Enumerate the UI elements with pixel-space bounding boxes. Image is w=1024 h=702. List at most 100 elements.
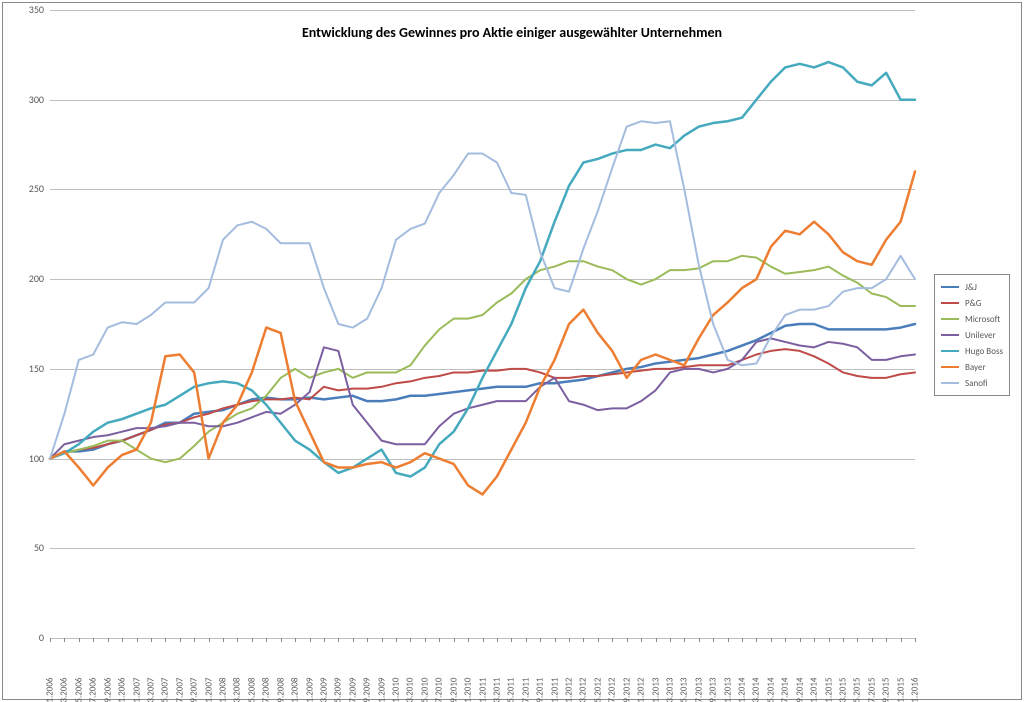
x-tick-label: 01.03.2008 bbox=[232, 678, 243, 702]
series-line bbox=[50, 256, 915, 462]
x-tick-label: 01.05.2006 bbox=[73, 678, 84, 702]
legend-item: Unilever bbox=[941, 327, 1003, 343]
x-tick-label: 01.09.2010 bbox=[448, 678, 459, 702]
x-tick-label: 01.01.2010 bbox=[391, 678, 402, 702]
y-tick-label: 0 bbox=[0, 631, 44, 644]
x-tick-mark bbox=[656, 638, 657, 642]
x-tick-mark bbox=[829, 638, 830, 642]
x-tick-label: 01.07.2006 bbox=[88, 678, 99, 702]
x-tick-mark bbox=[324, 638, 325, 642]
x-tick-label: 01.07.2009 bbox=[347, 678, 358, 702]
x-tick-mark bbox=[252, 638, 253, 642]
line-layer bbox=[0, 0, 1024, 702]
x-tick-label: 01.09.2011 bbox=[535, 678, 546, 702]
legend-item: P&G bbox=[941, 295, 1003, 311]
x-tick-label: 01.03.2012 bbox=[578, 678, 589, 702]
x-tick-label: 01.05.2013 bbox=[679, 678, 690, 702]
x-tick-mark bbox=[670, 638, 671, 642]
x-tick-mark bbox=[425, 638, 426, 642]
x-tick-mark bbox=[511, 638, 512, 642]
legend-item: Hugo Boss bbox=[941, 343, 1003, 359]
legend-swatch bbox=[941, 318, 959, 320]
x-tick-mark bbox=[785, 638, 786, 642]
x-tick-label: 01.09.2014 bbox=[794, 678, 805, 702]
x-tick-label: 01.07.2012 bbox=[607, 678, 618, 702]
x-tick-label: 01.09.2006 bbox=[102, 678, 113, 702]
x-tick-label: 01.09.2012 bbox=[621, 678, 632, 702]
x-tick-mark bbox=[583, 638, 584, 642]
x-tick-mark bbox=[295, 638, 296, 642]
x-tick-mark bbox=[915, 638, 916, 642]
legend-label: J&J bbox=[965, 282, 977, 293]
legend-swatch bbox=[941, 302, 959, 304]
series-line bbox=[50, 171, 915, 494]
x-tick-mark bbox=[209, 638, 210, 642]
y-tick-label: 150 bbox=[0, 362, 44, 375]
x-tick-label: 01.03.2006 bbox=[59, 678, 70, 702]
x-tick-mark bbox=[194, 638, 195, 642]
x-tick-mark bbox=[771, 638, 772, 642]
x-tick-label: 01.05.2008 bbox=[246, 678, 257, 702]
y-tick-label: 50 bbox=[0, 541, 44, 554]
x-tick-mark bbox=[382, 638, 383, 642]
x-tick-label: 01.03.2014 bbox=[751, 678, 762, 702]
x-tick-mark bbox=[180, 638, 181, 642]
x-tick-label: 01.01.2009 bbox=[304, 678, 315, 702]
x-tick-mark bbox=[410, 638, 411, 642]
x-tick-label: 01.03.2010 bbox=[405, 678, 416, 702]
x-tick-mark bbox=[598, 638, 599, 642]
y-tick-label: 100 bbox=[0, 452, 44, 465]
series-line bbox=[50, 121, 915, 458]
x-tick-label: 01.07.2011 bbox=[520, 678, 531, 702]
x-tick-label: 01.01.2013 bbox=[650, 678, 661, 702]
x-tick-label: 01.05.2010 bbox=[419, 678, 430, 702]
x-tick-label: 01.09.2008 bbox=[275, 678, 286, 702]
legend-swatch bbox=[941, 366, 959, 369]
x-tick-label: 01.11.2010 bbox=[463, 678, 474, 702]
legend-label: P&G bbox=[965, 298, 981, 309]
x-tick-label: 01.09.2007 bbox=[189, 678, 200, 702]
x-tick-label: 01.01.2014 bbox=[737, 678, 748, 702]
x-tick-mark bbox=[151, 638, 152, 642]
x-tick-mark bbox=[728, 638, 729, 642]
x-tick-mark bbox=[540, 638, 541, 642]
x-tick-label: 01.11.2008 bbox=[290, 678, 301, 702]
x-tick-label: 01.07.2014 bbox=[780, 678, 791, 702]
legend-item: Bayer bbox=[941, 359, 1003, 375]
x-tick-mark bbox=[237, 638, 238, 642]
x-tick-mark bbox=[497, 638, 498, 642]
x-tick-mark bbox=[338, 638, 339, 642]
series-line bbox=[50, 324, 915, 459]
x-tick-mark bbox=[526, 638, 527, 642]
series-line bbox=[50, 62, 915, 476]
legend-swatch bbox=[941, 334, 959, 336]
x-tick-label: 01.01.2007 bbox=[131, 678, 142, 702]
x-tick-label: 01.01.2011 bbox=[477, 678, 488, 702]
x-tick-mark bbox=[684, 638, 685, 642]
x-tick-mark bbox=[310, 638, 311, 642]
y-tick-label: 350 bbox=[0, 3, 44, 16]
x-tick-mark bbox=[901, 638, 902, 642]
x-tick-label: 01.09.2009 bbox=[362, 678, 373, 702]
x-tick-label: 01.01.2015 bbox=[823, 678, 834, 702]
chart-container: Entwicklung des Gewinnes pro Aktie einig… bbox=[0, 0, 1024, 702]
x-tick-mark bbox=[483, 638, 484, 642]
x-tick-label: 01.03.2015 bbox=[837, 678, 848, 702]
x-tick-mark bbox=[353, 638, 354, 642]
x-tick-mark bbox=[843, 638, 844, 642]
legend-label: Unilever bbox=[965, 330, 996, 341]
x-tick-label: 01.11.2011 bbox=[549, 678, 560, 702]
x-tick-mark bbox=[165, 638, 166, 642]
x-tick-mark bbox=[756, 638, 757, 642]
x-tick-mark bbox=[367, 638, 368, 642]
x-tick-mark bbox=[872, 638, 873, 642]
x-tick-label: 01.03.2009 bbox=[318, 678, 329, 702]
x-tick-mark bbox=[627, 638, 628, 642]
x-tick-mark bbox=[699, 638, 700, 642]
x-tick-label: 01.03.2013 bbox=[664, 678, 675, 702]
x-tick-label: 01.07.2015 bbox=[866, 678, 877, 702]
x-tick-label: 01.07.2008 bbox=[261, 678, 272, 702]
x-tick-mark bbox=[79, 638, 80, 642]
x-tick-mark bbox=[468, 638, 469, 642]
x-tick-mark bbox=[742, 638, 743, 642]
